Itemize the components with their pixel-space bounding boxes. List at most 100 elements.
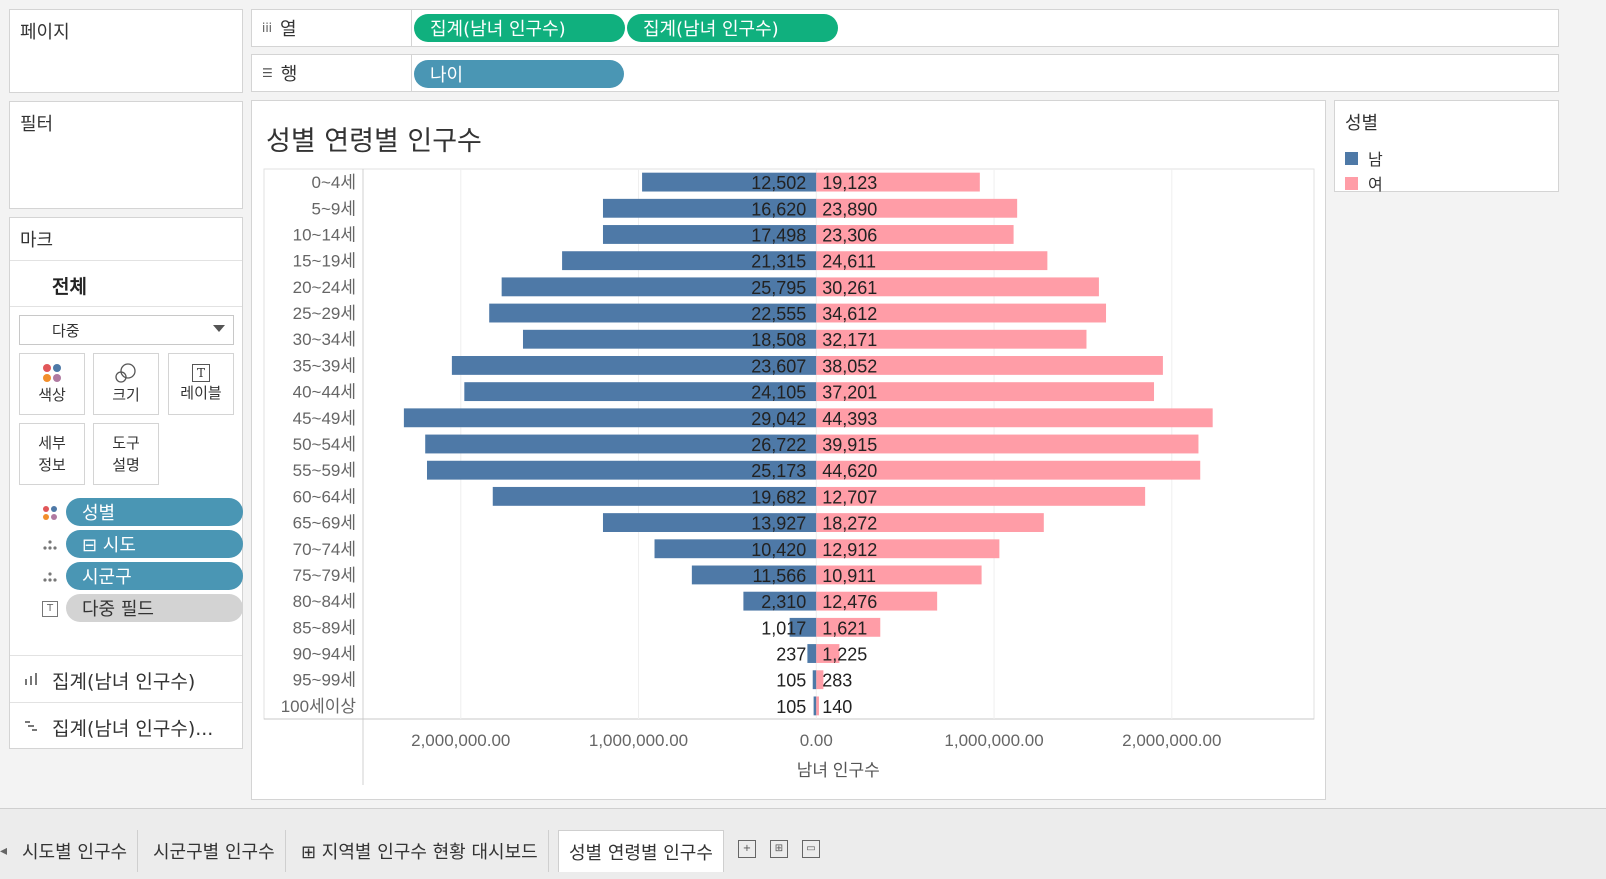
tab-label: ⊞ 지역별 인구수 현황 대시보드 xyxy=(301,842,538,863)
filters-title: 필터 xyxy=(20,114,54,135)
y-tick-label: 50~54세 xyxy=(293,435,356,454)
y-tick-label: 25~29세 xyxy=(293,304,356,323)
data-label-female: 19,123 xyxy=(822,173,877,193)
label-t-icon: T xyxy=(42,601,58,617)
x-axis-title: 남녀 인구수 xyxy=(797,761,880,780)
tab-sido-population[interactable]: 시도별 인구수 xyxy=(12,830,139,872)
tab-label: 시군구별 인구수 xyxy=(153,842,275,863)
y-tick-label: 85~89세 xyxy=(293,618,356,637)
bar-male xyxy=(522,329,817,349)
tab-sigungu-population[interactable]: 시군구별 인구수 xyxy=(143,830,286,872)
tooltip-card-label: 도구 설명 xyxy=(112,434,140,474)
label-card[interactable]: T 레이블 xyxy=(168,353,234,415)
data-label-male: 24,105 xyxy=(751,383,806,403)
bar-male xyxy=(807,644,817,663)
gantt-icon xyxy=(25,721,37,731)
row-pill-age[interactable]: 나이 xyxy=(414,60,624,88)
tab-gender-age-population[interactable]: 성별 연령별 인구수 xyxy=(558,830,724,872)
detail-card[interactable]: 세부 정보 xyxy=(19,423,85,485)
data-label-male: 13,927 xyxy=(751,514,806,534)
label-t-icon: T xyxy=(192,364,210,382)
bar-female xyxy=(816,696,819,716)
y-tick-label: 80~84세 xyxy=(293,592,356,611)
data-label-male: 10,420 xyxy=(751,540,806,560)
mark-field-sido[interactable]: ⊟ 시도 xyxy=(66,530,243,558)
new-story-icon[interactable]: ▭ xyxy=(802,840,820,858)
tab-region-dashboard[interactable]: ⊞ 지역별 인구수 현황 대시보드 xyxy=(291,830,549,872)
marks-all-tab[interactable]: 전체 xyxy=(52,276,87,298)
tooltip-card[interactable]: 도구 설명 xyxy=(93,423,159,485)
bar-female xyxy=(816,277,1099,297)
color-card[interactable]: 색상 xyxy=(19,353,85,415)
column-pill-2[interactable]: 집계(남녀 인구수) xyxy=(627,14,838,42)
bar-female xyxy=(816,513,1044,532)
y-tick-label: 95~99세 xyxy=(293,671,356,690)
data-label-male: 29,042 xyxy=(751,409,806,429)
y-tick-label: 30~34세 xyxy=(293,330,356,349)
rows-icon: ☰ xyxy=(262,66,273,80)
data-label-male: 19,682 xyxy=(751,487,806,507)
data-label-female: 38,052 xyxy=(822,356,877,376)
tab-scroll-arrow[interactable]: ◂ xyxy=(0,843,8,859)
bar-male xyxy=(425,434,817,454)
bar-female xyxy=(816,670,824,690)
bar-male xyxy=(426,460,817,480)
data-label-female: 12,707 xyxy=(822,487,877,507)
legend-panel[interactable]: 성별 남 여 xyxy=(1334,100,1559,195)
divider xyxy=(10,702,242,703)
columns-shelf-label: iii 열 xyxy=(252,10,412,46)
y-tick-label: 10~14세 xyxy=(293,225,356,244)
mark-field-multi[interactable]: 다중 필드 xyxy=(66,594,243,622)
measure-tab-2[interactable]: 집계(남녀 인구수)... xyxy=(10,703,242,749)
columns-shelf[interactable]: iii 열 집계(남녀 인구수) 집계(남녀 인구수) xyxy=(251,9,1559,47)
divider xyxy=(10,306,242,307)
bar-chart-icon xyxy=(25,673,37,685)
bar-female xyxy=(816,329,1087,349)
bar-female xyxy=(816,356,1163,375)
bar-female xyxy=(816,225,1014,244)
label-card-label: 레이블 xyxy=(180,384,222,402)
data-label-female: 12,912 xyxy=(822,540,877,560)
measure-tab-1[interactable]: 집계(남녀 인구수) xyxy=(10,656,242,702)
bar-female xyxy=(816,172,980,192)
new-dashboard-icon[interactable]: ⊞ xyxy=(770,840,788,858)
data-label-female: 44,393 xyxy=(822,409,877,429)
data-label-male: 12,502 xyxy=(751,173,806,193)
mark-type-dropdown[interactable]: 다중 xyxy=(19,315,234,345)
size-card-label: 크기 xyxy=(112,386,140,404)
filters-panel[interactable]: 필터 xyxy=(9,101,243,209)
rows-shelf[interactable]: ☰ 행 나이 xyxy=(251,54,1559,92)
legend-swatch-male xyxy=(1345,151,1358,165)
chart-view: 성별 연령별 인구수 2,000,000.00 1,000,000.00 0.00 1… xyxy=(251,100,1326,800)
data-label-male: 23,607 xyxy=(751,356,806,376)
chevron-down-icon xyxy=(213,325,225,332)
data-label-female: 32,171 xyxy=(822,330,877,350)
bar-male xyxy=(813,696,817,716)
data-label-male: 26,722 xyxy=(751,435,806,455)
mark-field-gender[interactable]: 성별 xyxy=(66,498,243,526)
pages-panel[interactable]: 페이지 xyxy=(9,9,243,93)
tab-label: 시도별 인구수 xyxy=(22,842,128,863)
chart-title: 성별 연령별 인구수 xyxy=(266,126,482,157)
data-label-male: 237 xyxy=(776,645,806,665)
legend-item-male[interactable]: 남 xyxy=(1345,146,1383,170)
detail-dots-icon xyxy=(43,540,57,550)
color-card-label: 색상 xyxy=(38,386,66,404)
sheet-tab-bar xyxy=(0,808,1606,879)
x-tick-label: 2,000,000.00 xyxy=(411,731,510,750)
mark-field-sigungu[interactable]: 시군구 xyxy=(66,562,243,590)
legend-item-female[interactable]: 여 xyxy=(1345,171,1383,195)
marks-title: 마크 xyxy=(20,230,54,251)
data-label-female: 23,890 xyxy=(822,199,877,219)
data-label-female: 44,620 xyxy=(822,461,877,481)
y-tick-label: 65~69세 xyxy=(293,514,356,533)
bar-female xyxy=(816,591,938,611)
data-label-female: 10,911 xyxy=(822,566,876,586)
pill-label: 집계(남녀 인구수) xyxy=(430,19,566,40)
column-pill-1[interactable]: 집계(남녀 인구수) xyxy=(414,14,625,42)
new-sheet-icon[interactable]: + xyxy=(738,840,756,858)
size-circles-icon xyxy=(115,363,136,383)
size-card[interactable]: 크기 xyxy=(93,353,159,415)
data-label-female: 1,621 xyxy=(822,618,867,638)
pages-title: 페이지 xyxy=(20,22,70,43)
